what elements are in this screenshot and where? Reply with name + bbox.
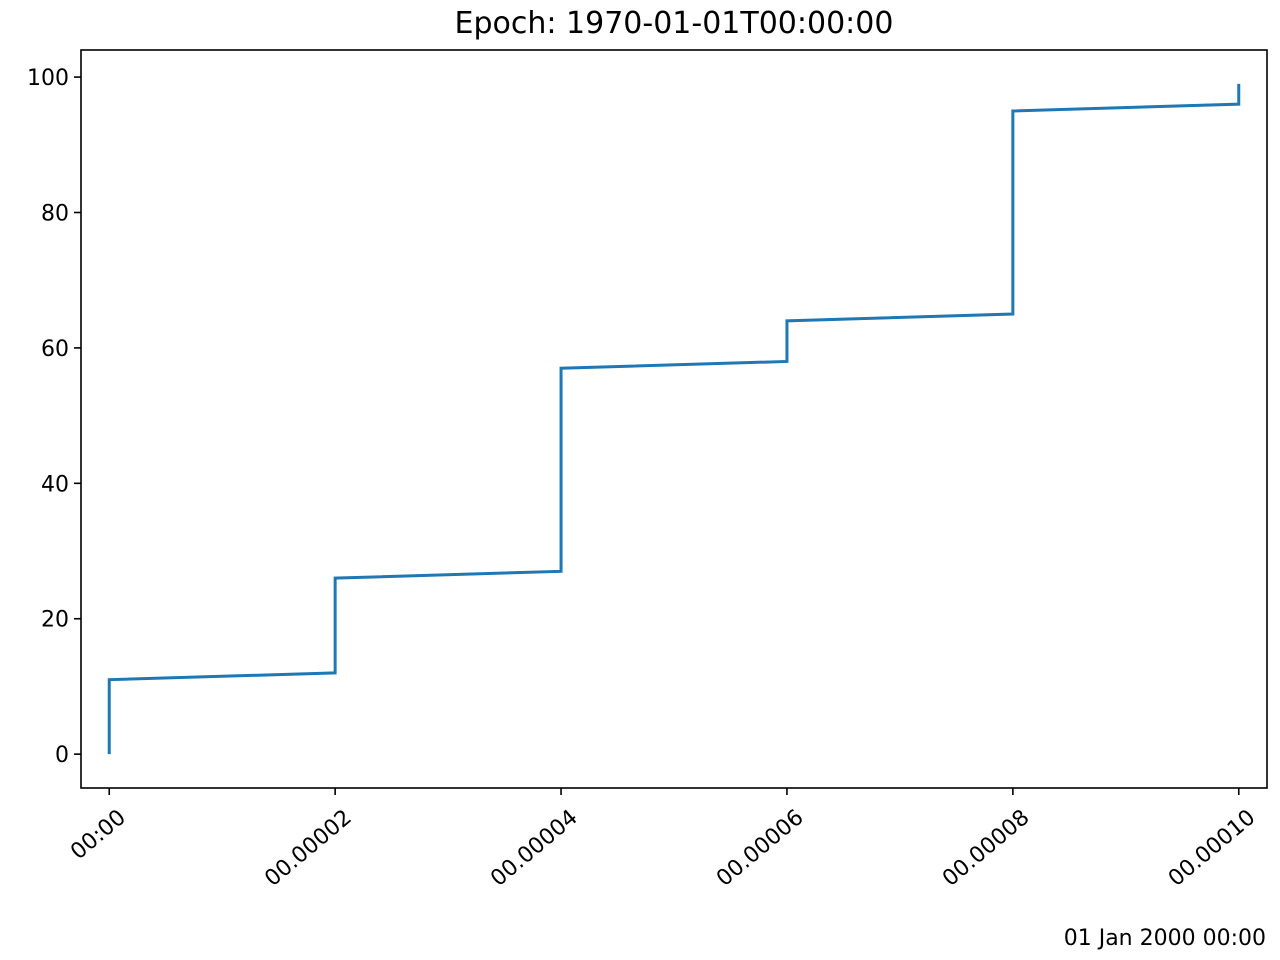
- plot-frame: [80, 49, 1268, 789]
- y-tick-label: 40: [41, 472, 69, 497]
- chart-title: Epoch: 1970-01-01T00:00:00: [455, 6, 894, 41]
- y-axis: 0 20 40 60 80 100: [27, 66, 81, 768]
- y-tick-label: 60: [41, 337, 69, 362]
- series-layer: [107, 83, 1241, 755]
- x-offset-label: 01 Jan 2000 00:00: [1064, 926, 1266, 951]
- y-tick-label: 20: [41, 608, 69, 633]
- y-tick-label: 100: [27, 66, 69, 91]
- series-line-0: [107, 83, 1241, 755]
- y-tick-label: 80: [41, 201, 69, 226]
- y-tick-label: 0: [55, 743, 69, 768]
